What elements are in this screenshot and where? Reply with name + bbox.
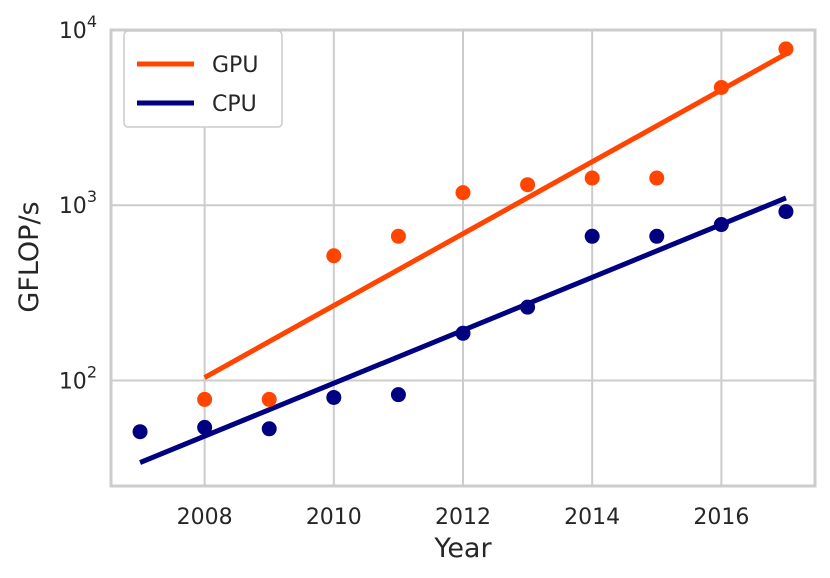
data-point-gpu [197, 391, 213, 407]
data-point-cpu [326, 389, 342, 405]
y-tick-label: 103 [59, 187, 97, 219]
data-point-gpu [649, 170, 665, 186]
data-point-cpu [390, 387, 406, 403]
data-point-cpu [778, 204, 794, 220]
legend-label-gpu: GPU [212, 53, 258, 78]
x-tick-label: 2016 [693, 505, 749, 530]
data-point-gpu [455, 185, 471, 201]
data-point-cpu [520, 299, 536, 315]
data-point-cpu [197, 419, 213, 435]
y-tick-label: 102 [59, 362, 97, 394]
data-point-cpu [584, 228, 600, 244]
data-point-gpu [261, 391, 277, 407]
data-point-gpu [520, 177, 536, 193]
x-axis-label: Year [433, 533, 492, 564]
data-point-gpu [584, 170, 600, 186]
y-axis-label: GFLOP/s [14, 201, 45, 312]
data-point-gpu [778, 41, 794, 57]
grid [111, 29, 815, 486]
x-tick-label: 2010 [306, 505, 362, 530]
x-tick-label: 2014 [564, 505, 620, 530]
legend-box [123, 30, 283, 128]
data-point-cpu [713, 217, 729, 233]
y-tick-label: 104 [59, 12, 97, 44]
data-point-cpu [261, 421, 277, 437]
legend: GPU CPU [123, 30, 283, 128]
x-tick-label: 2012 [435, 505, 491, 530]
y-tick-labels: 102 103 104 [59, 12, 97, 394]
legend-label-cpu: CPU [212, 92, 257, 117]
data-point-gpu [326, 248, 342, 264]
data-point-cpu [455, 325, 471, 341]
data-point-gpu [390, 228, 406, 244]
data-points [132, 41, 794, 440]
data-point-cpu [132, 424, 148, 440]
x-tick-label: 2008 [177, 505, 233, 530]
trend-line-gpu [203, 51, 788, 380]
x-tick-labels: 2008 2010 2012 2014 2016 [177, 505, 750, 530]
data-point-cpu [649, 228, 665, 244]
data-point-gpu [713, 79, 729, 95]
plot-frame [109, 28, 817, 488]
